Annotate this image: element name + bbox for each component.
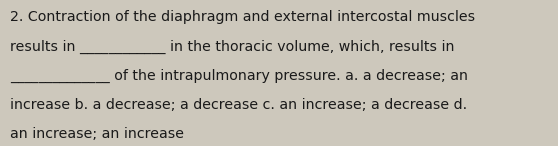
Text: ______________ of the intrapulmonary pressure. a. a decrease; an: ______________ of the intrapulmonary pre… [10, 69, 468, 83]
Text: an increase; an increase: an increase; an increase [10, 127, 184, 141]
Text: results in ____________ in the thoracic volume, which, results in: results in ____________ in the thoracic … [10, 39, 455, 54]
Text: increase b. a decrease; a decrease c. an increase; a decrease d.: increase b. a decrease; a decrease c. an… [10, 98, 467, 112]
Text: 2. Contraction of the diaphragm and external intercostal muscles: 2. Contraction of the diaphragm and exte… [10, 10, 475, 24]
